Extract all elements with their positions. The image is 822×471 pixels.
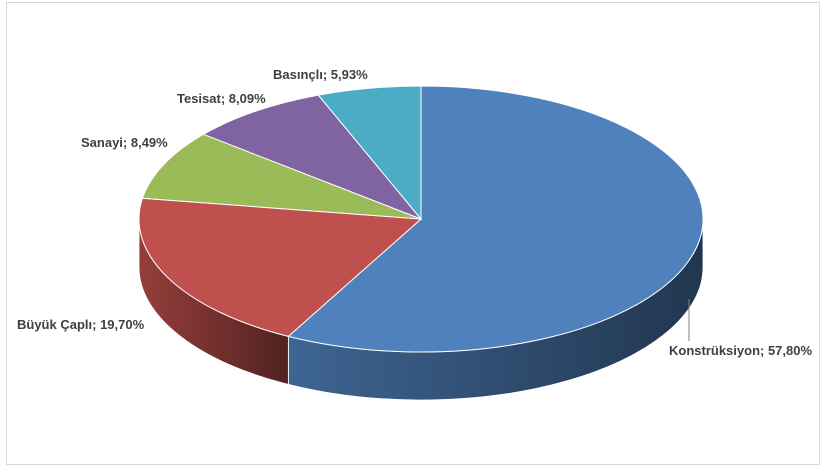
pie-slice-4[interactable] [317,85,422,221]
data-label-1: Büyük Çaplı; 19,70% [17,317,145,332]
pie-slice-1[interactable] [138,197,423,337]
data-label-4: Basınçlı; 5,93% [273,67,368,82]
pie-slice-3[interactable] [202,94,423,221]
data-label-0: Konstrüksiyon; 57,80% [669,343,812,358]
pie-slice-0[interactable] [287,85,704,353]
pie-top [138,85,704,353]
data-labels: Konstrüksiyon; 57,80% Büyük Çaplı; 19,70%… [17,67,812,358]
chart-area: Konstrüksiyon; 57,80% Büyük Çaplı; 19,70%… [6,2,820,465]
data-label-2: Sanayi; 8,49% [81,135,168,150]
pie-slice-2[interactable] [141,133,422,220]
pie-chart: Konstrüksiyon; 57,80% Büyük Çaplı; 19,70%… [17,67,812,401]
data-label-3: Tesisat; 8,09% [177,91,266,106]
